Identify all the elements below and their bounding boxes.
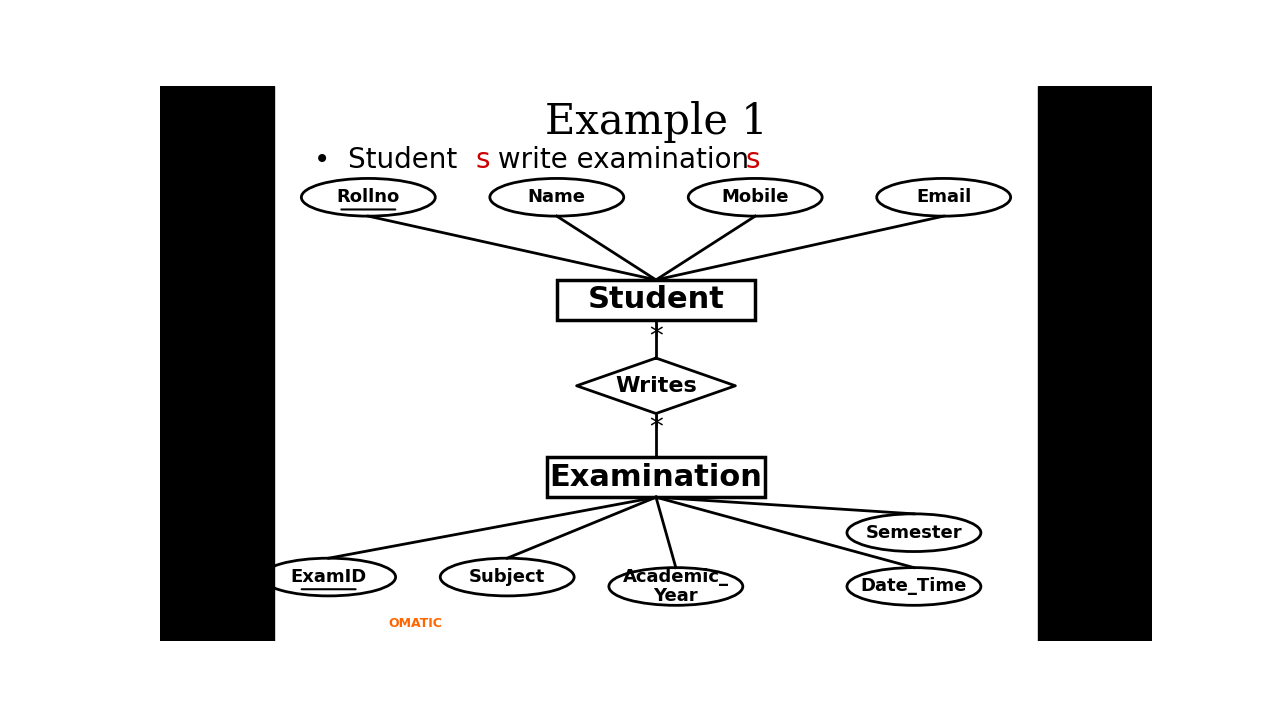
Text: Subject: Subject <box>468 568 545 586</box>
Text: *: * <box>649 415 663 443</box>
Text: Date_Time: Date_Time <box>860 577 968 595</box>
Bar <box>1038 86 1152 641</box>
Text: Mobile: Mobile <box>722 188 788 206</box>
Text: Year: Year <box>654 587 698 605</box>
Text: OMATIC: OMATIC <box>388 616 442 629</box>
Text: SCREENCAST: SCREENCAST <box>294 616 385 629</box>
Text: Semester: Semester <box>865 523 963 541</box>
Text: ExamID: ExamID <box>291 568 367 586</box>
Text: Writes: Writes <box>616 376 696 396</box>
Text: Student: Student <box>588 285 724 315</box>
Text: Academic_: Academic_ <box>623 568 728 586</box>
Text: Rollno: Rollno <box>337 188 399 206</box>
Text: Name: Name <box>527 188 586 206</box>
Text: *: * <box>649 323 663 351</box>
Text: Email: Email <box>916 188 972 206</box>
Text: •  Student: • Student <box>314 145 457 174</box>
Text: s: s <box>745 145 760 174</box>
Text: utes: utes <box>1070 354 1103 369</box>
Text: RECORDED WITH: RECORDED WITH <box>294 606 387 616</box>
Text: s: s <box>475 145 490 174</box>
Text: Examination: Examination <box>549 463 763 492</box>
Bar <box>160 86 274 641</box>
Text: write examination: write examination <box>489 145 750 174</box>
Text: Example 1: Example 1 <box>545 102 767 143</box>
